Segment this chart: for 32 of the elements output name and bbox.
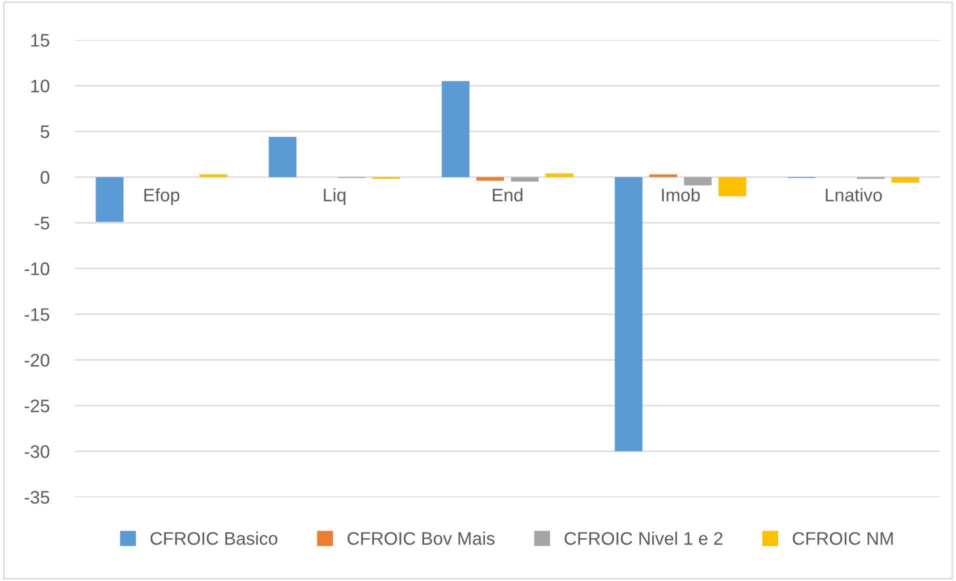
bar bbox=[96, 177, 124, 222]
legend-label: CFROIC Nivel 1 e 2 bbox=[564, 532, 722, 545]
bar bbox=[442, 81, 470, 178]
y-tick-label: 5 bbox=[40, 126, 50, 138]
legend-label: CFROIC Bov Mais bbox=[348, 532, 495, 545]
bar bbox=[546, 173, 574, 178]
legend-label: CFROIC Basico bbox=[150, 532, 278, 545]
x-tick-label: End bbox=[492, 188, 522, 202]
y-tick-label: -20 bbox=[24, 354, 50, 367]
y-tick-label: -35 bbox=[24, 490, 50, 504]
bar bbox=[684, 177, 712, 186]
bar bbox=[718, 177, 746, 196]
x-tick-label: Liq bbox=[324, 188, 346, 206]
y-tick-label: 10 bbox=[31, 80, 50, 92]
bar bbox=[892, 177, 920, 183]
y-tick-label: -25 bbox=[24, 400, 50, 412]
bar bbox=[614, 177, 642, 452]
bar bbox=[510, 177, 539, 182]
y-tick-label: -5 bbox=[34, 216, 50, 230]
x-tick-label: Lnativo bbox=[826, 188, 882, 202]
x-tick-label: Efop bbox=[144, 188, 180, 206]
bar bbox=[649, 174, 678, 178]
bar bbox=[200, 174, 228, 178]
bar bbox=[268, 136, 296, 178]
y-tick-label: 15 bbox=[31, 34, 50, 47]
y-tick-label: -15 bbox=[24, 308, 50, 321]
y-tick-label: 0 bbox=[40, 171, 50, 184]
legend-label: CFROIC NM bbox=[792, 532, 893, 545]
y-tick-label: -30 bbox=[24, 445, 50, 458]
x-tick-label: Imob bbox=[662, 188, 700, 202]
y-tick-label: -10 bbox=[24, 262, 50, 276]
bar bbox=[476, 177, 504, 181]
